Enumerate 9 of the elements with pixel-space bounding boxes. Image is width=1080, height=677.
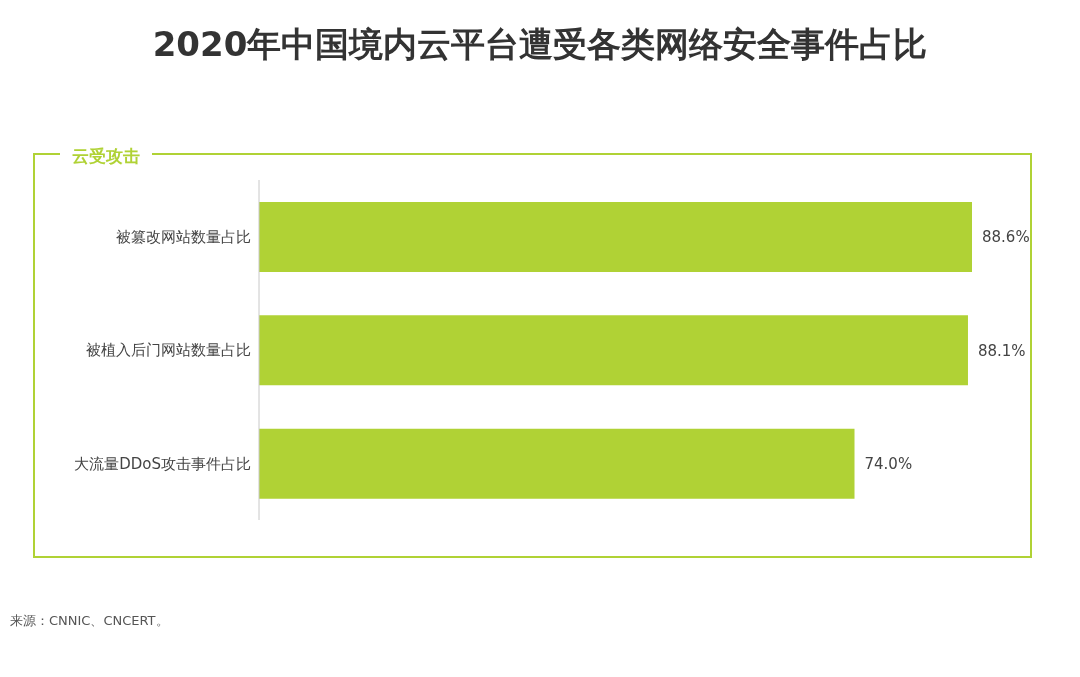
y-tick-label: 大流量DDoS攻击事件占比: [74, 454, 251, 473]
data-label: 74.0%: [864, 454, 913, 473]
data-label: 88.1%: [977, 341, 1026, 360]
text: 云受攻击: [60, 145, 152, 168]
y-tick-label: 被篡改网站数量占比: [116, 227, 251, 246]
chart-title: 2020年中国境内云平台遭受各类网络安全事件占比: [151, 23, 929, 66]
y-tick-label: 被植入后门网站数量占比: [86, 341, 251, 360]
data-label: 88.6%: [982, 228, 1030, 247]
source-note: 来源：CNNIC、CNCERT。: [10, 612, 169, 630]
